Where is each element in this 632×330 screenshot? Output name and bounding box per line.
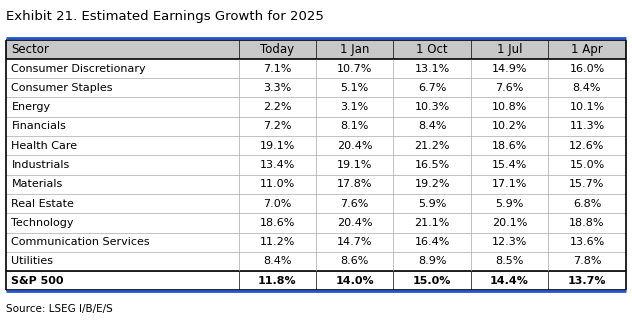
Text: 8.4%: 8.4% <box>573 83 601 93</box>
Bar <box>6 271 626 290</box>
Text: 21.1%: 21.1% <box>415 218 450 228</box>
Text: Exhibit 21. Estimated Earnings Growth for 2025: Exhibit 21. Estimated Earnings Growth fo… <box>6 10 324 23</box>
Text: 13.6%: 13.6% <box>569 237 605 247</box>
Text: Industrials: Industrials <box>11 160 70 170</box>
Text: 10.7%: 10.7% <box>337 64 372 74</box>
Text: 20.4%: 20.4% <box>337 218 372 228</box>
Text: 17.1%: 17.1% <box>492 179 527 189</box>
Text: 11.8%: 11.8% <box>258 276 296 286</box>
Text: 7.0%: 7.0% <box>263 199 291 209</box>
Text: 3.1%: 3.1% <box>341 102 369 112</box>
Text: 14.0%: 14.0% <box>336 276 374 286</box>
Text: 19.1%: 19.1% <box>337 160 372 170</box>
Text: Real Estate: Real Estate <box>11 199 74 209</box>
Text: 11.2%: 11.2% <box>260 237 295 247</box>
Text: 10.8%: 10.8% <box>492 102 527 112</box>
Text: 18.6%: 18.6% <box>260 218 295 228</box>
Text: 21.2%: 21.2% <box>415 141 450 151</box>
Text: 6.7%: 6.7% <box>418 83 446 93</box>
Text: 8.6%: 8.6% <box>341 256 369 266</box>
Text: Communication Services: Communication Services <box>11 237 150 247</box>
Text: 1 Jul: 1 Jul <box>497 43 522 56</box>
Text: 7.2%: 7.2% <box>263 121 291 131</box>
Text: 7.6%: 7.6% <box>341 199 369 209</box>
Text: Financials: Financials <box>11 121 66 131</box>
Text: Technology: Technology <box>11 218 74 228</box>
Text: 11.0%: 11.0% <box>260 179 295 189</box>
Bar <box>6 59 626 78</box>
Text: 14.4%: 14.4% <box>490 276 529 286</box>
Text: 19.1%: 19.1% <box>260 141 295 151</box>
Text: Energy: Energy <box>11 102 51 112</box>
Text: 18.8%: 18.8% <box>569 218 605 228</box>
Text: 15.0%: 15.0% <box>569 160 605 170</box>
Text: 19.2%: 19.2% <box>415 179 450 189</box>
Text: 2.2%: 2.2% <box>263 102 291 112</box>
Text: 12.3%: 12.3% <box>492 237 527 247</box>
Bar <box>6 136 626 155</box>
Text: 8.5%: 8.5% <box>495 256 524 266</box>
Text: 1 Oct: 1 Oct <box>416 43 448 56</box>
Text: 15.0%: 15.0% <box>413 276 451 286</box>
Text: 8.4%: 8.4% <box>418 121 446 131</box>
Text: 5.9%: 5.9% <box>495 199 524 209</box>
Text: 12.6%: 12.6% <box>569 141 605 151</box>
Text: Materials: Materials <box>11 179 63 189</box>
Bar <box>6 252 626 271</box>
Text: Health Care: Health Care <box>11 141 78 151</box>
Text: S&P 500: S&P 500 <box>11 276 64 286</box>
Text: 16.5%: 16.5% <box>415 160 450 170</box>
Text: 7.6%: 7.6% <box>495 83 524 93</box>
Text: 15.4%: 15.4% <box>492 160 527 170</box>
Text: Utilities: Utilities <box>11 256 53 266</box>
Text: 1 Apr: 1 Apr <box>571 43 603 56</box>
Text: 1 Jan: 1 Jan <box>340 43 369 56</box>
Text: 16.4%: 16.4% <box>415 237 450 247</box>
Text: Consumer Discretionary: Consumer Discretionary <box>11 64 146 74</box>
Bar <box>6 78 626 97</box>
Text: 6.8%: 6.8% <box>573 199 601 209</box>
Text: 14.7%: 14.7% <box>337 237 372 247</box>
Text: 17.8%: 17.8% <box>337 179 372 189</box>
Text: 20.1%: 20.1% <box>492 218 527 228</box>
Text: 10.1%: 10.1% <box>569 102 605 112</box>
Text: Today: Today <box>260 43 295 56</box>
Text: 7.1%: 7.1% <box>263 64 291 74</box>
Text: 15.7%: 15.7% <box>569 179 605 189</box>
Text: Source: LSEG I/B/E/S: Source: LSEG I/B/E/S <box>6 304 113 314</box>
Bar <box>6 213 626 233</box>
Text: 16.0%: 16.0% <box>569 64 605 74</box>
Text: Sector: Sector <box>11 43 49 56</box>
Text: 10.3%: 10.3% <box>415 102 450 112</box>
Text: 10.2%: 10.2% <box>492 121 527 131</box>
Text: 14.9%: 14.9% <box>492 64 527 74</box>
Text: 5.1%: 5.1% <box>341 83 369 93</box>
Text: 18.6%: 18.6% <box>492 141 527 151</box>
Bar <box>6 40 626 59</box>
Text: 7.8%: 7.8% <box>573 256 601 266</box>
Text: 3.3%: 3.3% <box>263 83 291 93</box>
Text: 8.9%: 8.9% <box>418 256 446 266</box>
Text: 8.4%: 8.4% <box>263 256 291 266</box>
Bar <box>6 175 626 194</box>
Bar <box>6 155 626 175</box>
Text: 8.1%: 8.1% <box>341 121 369 131</box>
Text: 20.4%: 20.4% <box>337 141 372 151</box>
Text: 11.3%: 11.3% <box>569 121 605 131</box>
Bar <box>6 194 626 213</box>
Text: 13.1%: 13.1% <box>415 64 450 74</box>
Text: Consumer Staples: Consumer Staples <box>11 83 113 93</box>
Bar <box>6 97 626 117</box>
Bar <box>6 233 626 252</box>
Text: 5.9%: 5.9% <box>418 199 446 209</box>
Text: 13.7%: 13.7% <box>568 276 606 286</box>
Text: 13.4%: 13.4% <box>260 160 295 170</box>
Bar <box>6 117 626 136</box>
